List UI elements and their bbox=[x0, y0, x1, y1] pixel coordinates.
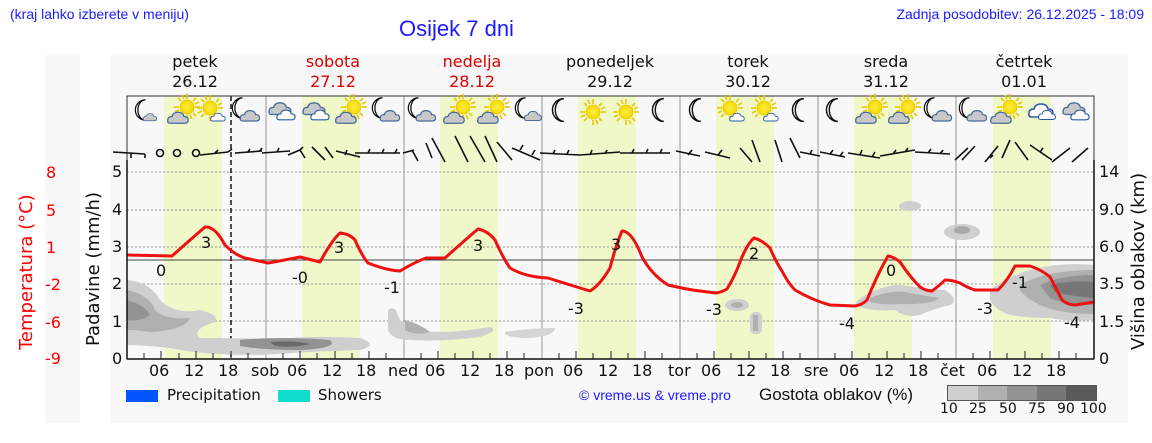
temperature-labels: 0 3 -0 3 -1 3 -3 3 -3 2 -4 0 -3 -1 -4 bbox=[156, 233, 1080, 333]
last-update: Zadnja posodobitev: 26.12.2025 - 18:09 bbox=[896, 6, 1144, 22]
precipitation-legend-label: Precipitation bbox=[167, 386, 261, 404]
day-header-torek: torek 30.12 bbox=[725, 52, 771, 91]
day-header-petek: petek 26.12 bbox=[172, 52, 218, 91]
svg-text:-3: -3 bbox=[977, 299, 993, 318]
showers-swatch bbox=[278, 390, 310, 402]
day-separators bbox=[265, 96, 957, 359]
svg-text:2: 2 bbox=[749, 244, 759, 263]
cloud-density-scale bbox=[947, 385, 1097, 401]
svg-text:-1: -1 bbox=[1012, 273, 1028, 292]
cloud-density-ticks: 10 25 50 75 90 100 bbox=[940, 401, 1107, 417]
svg-text:0: 0 bbox=[886, 261, 896, 280]
day-header-cetrtek: četrtek 01.01 bbox=[995, 52, 1053, 91]
precip-axis-label: Padavine (mm/h) bbox=[83, 192, 104, 346]
location-hint: (kraj lahko izberete v meniju) bbox=[10, 6, 189, 22]
cloud-density-shapes bbox=[127, 201, 1094, 355]
temp-axis-panel bbox=[45, 55, 80, 423]
day-headers: petek 26.12 sobota 27.12 nedelja 28.12 pone… bbox=[127, 52, 1094, 94]
day-header-sreda: sreda 31.12 bbox=[863, 52, 909, 91]
svg-text:3: 3 bbox=[201, 233, 211, 252]
svg-text:3: 3 bbox=[611, 235, 621, 254]
svg-text:0: 0 bbox=[156, 261, 166, 280]
svg-text:-3: -3 bbox=[568, 299, 584, 318]
day-header-ponedeljek: ponedeljek 29.12 bbox=[566, 52, 654, 91]
svg-text:3: 3 bbox=[334, 238, 344, 257]
x-ticks bbox=[143, 351, 1077, 359]
day-header-nedelja: nedelja 28.12 bbox=[442, 52, 502, 91]
precipitation-swatch bbox=[126, 390, 158, 402]
svg-text:-1: -1 bbox=[384, 278, 400, 297]
showers-legend-label: Showers bbox=[318, 386, 382, 404]
svg-text:3: 3 bbox=[473, 236, 483, 255]
svg-text:-3: -3 bbox=[706, 300, 722, 319]
temperature-line bbox=[126, 225, 1095, 308]
cloud-height-axis-label: Višina oblakov (km) bbox=[1128, 172, 1149, 350]
x-axis-labels: 06 12 18 sob 06 12 18 ned 06 12 18 pon 0… bbox=[149, 361, 1067, 380]
day-header-sobota: sobota 27.12 bbox=[305, 52, 361, 91]
grid-lines bbox=[127, 171, 1094, 322]
copyright-link[interactable]: © vreme.us & vreme.pro bbox=[579, 387, 731, 403]
svg-text:-4: -4 bbox=[1064, 313, 1080, 332]
svg-text:-4: -4 bbox=[839, 314, 855, 333]
page-title: Osijek 7 dni bbox=[399, 16, 514, 41]
svg-text:-0: -0 bbox=[292, 268, 308, 287]
cloud-density-label: Gostota oblakov (%) bbox=[759, 385, 914, 404]
temperature-axis-label: Temperatura (°C) bbox=[16, 194, 37, 350]
wind-barbs bbox=[112, 135, 1089, 163]
